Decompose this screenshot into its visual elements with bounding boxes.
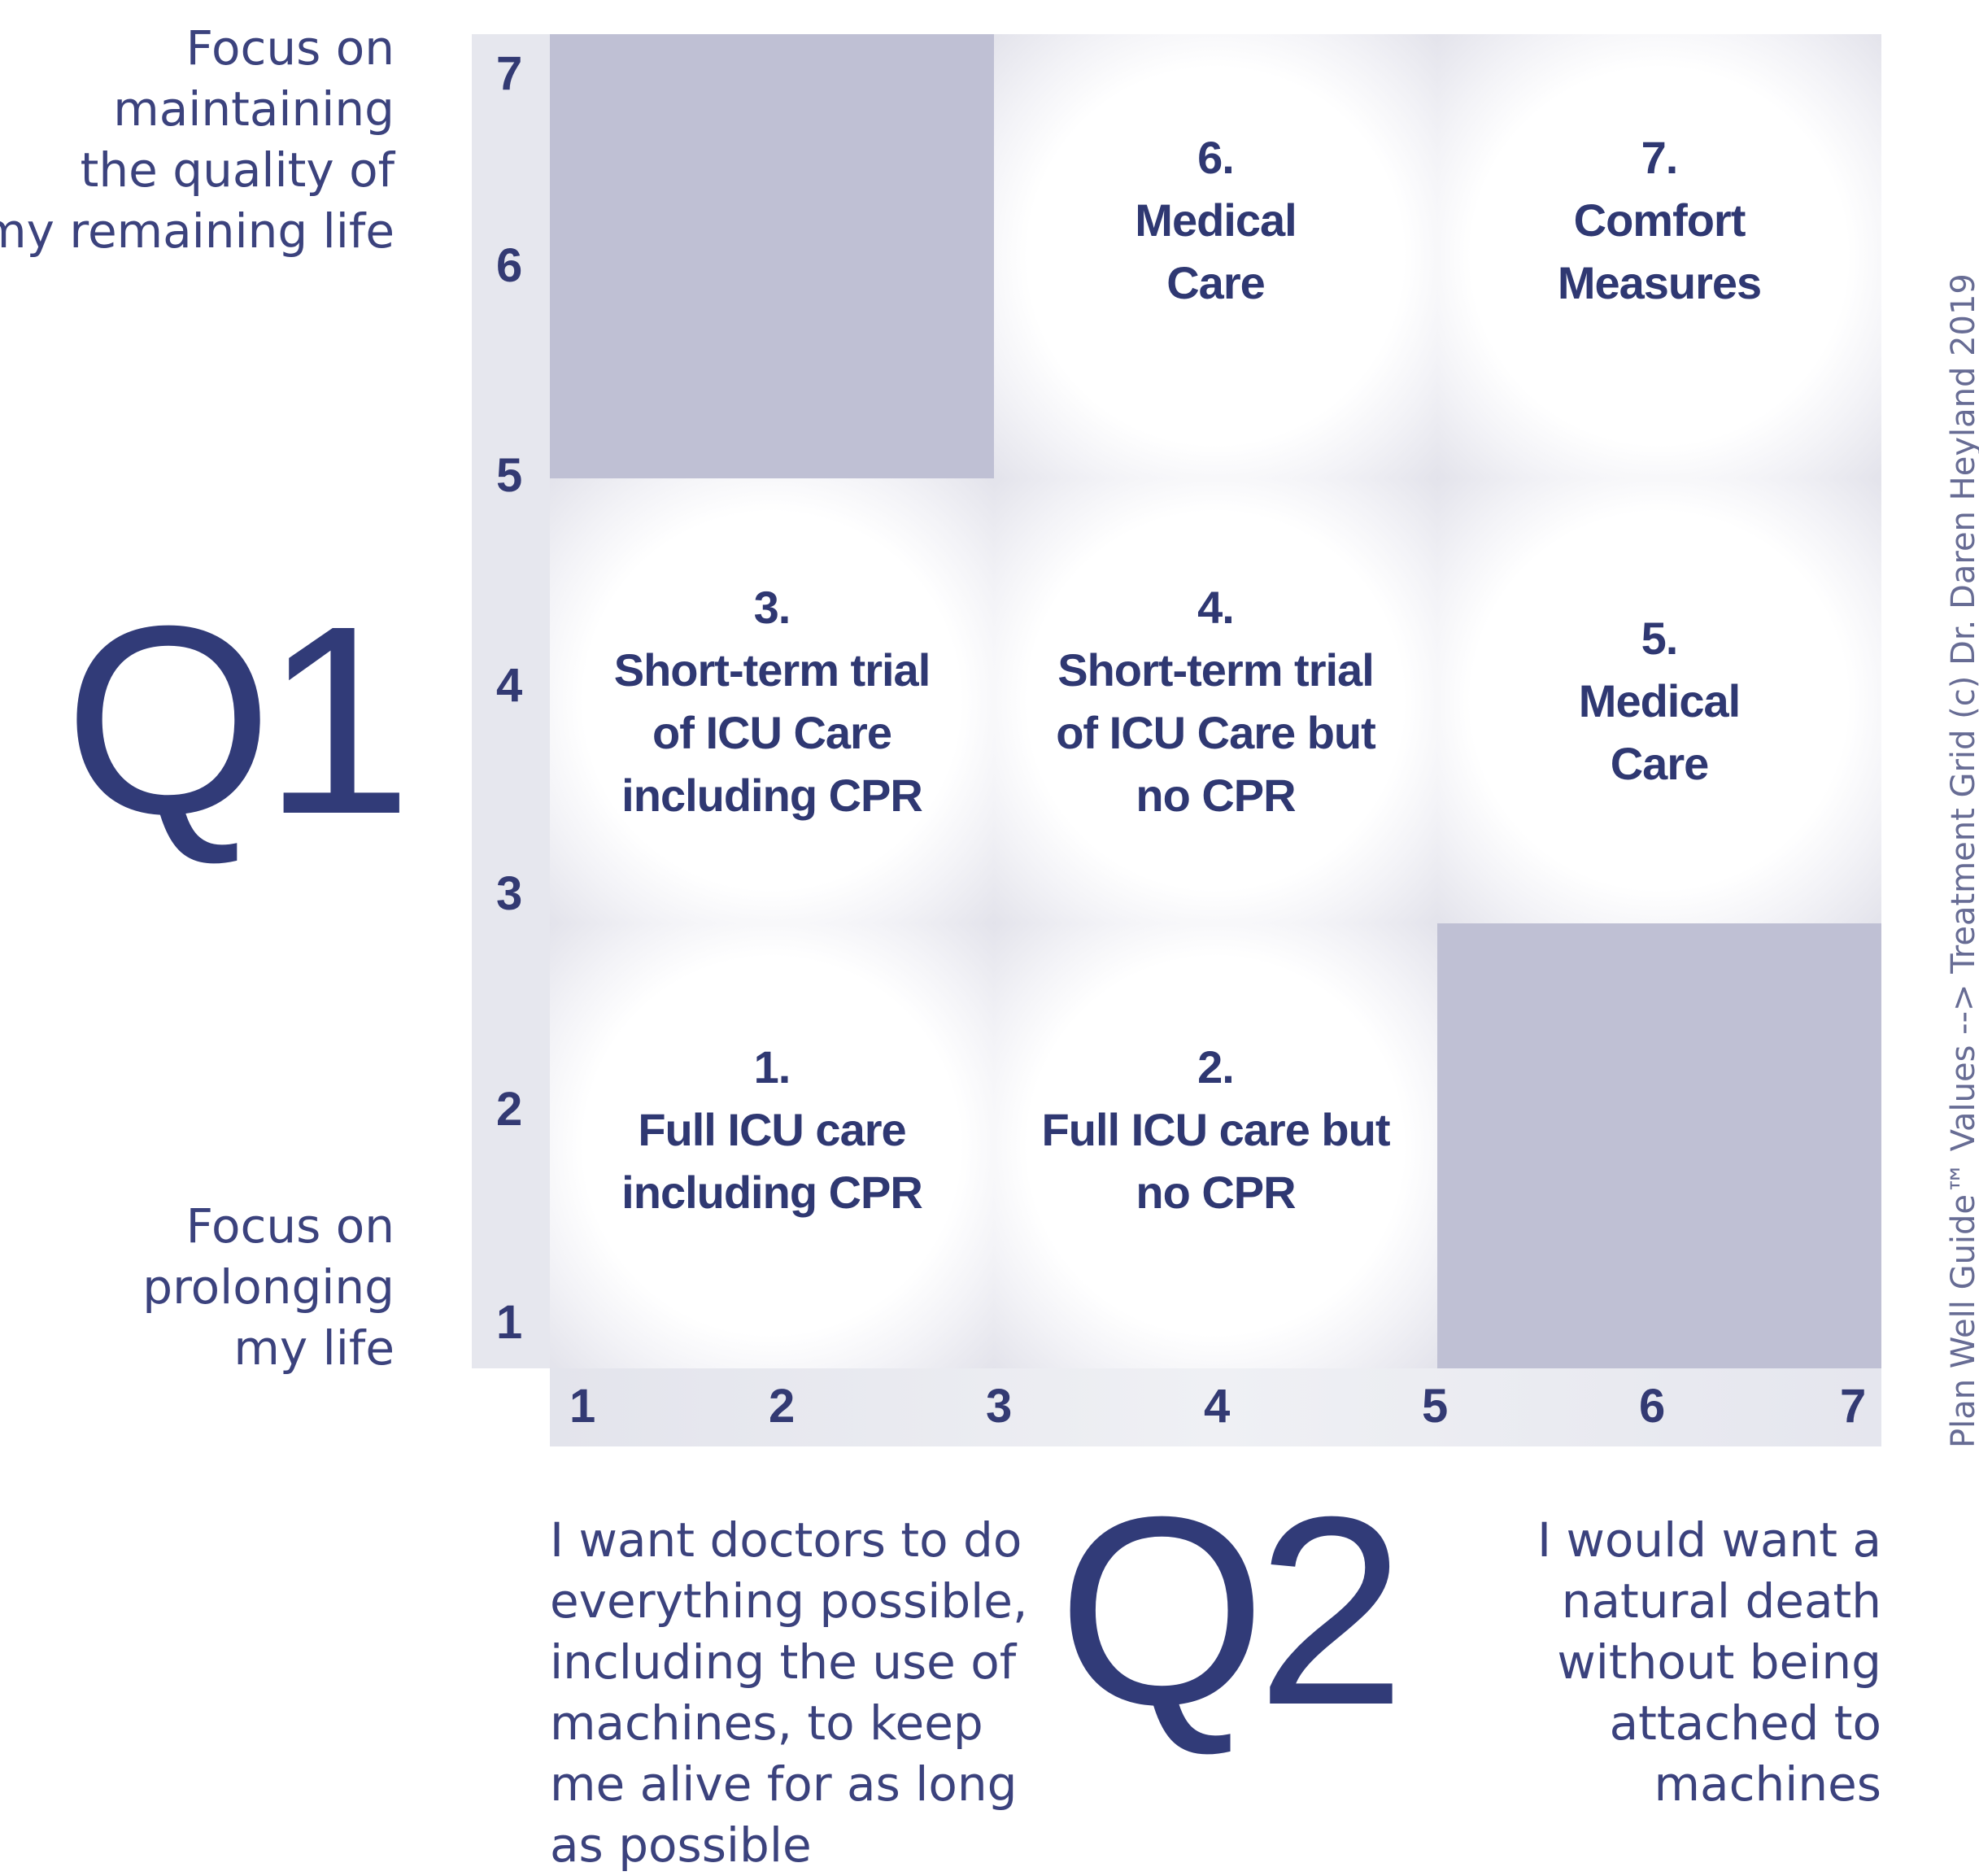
grid-cell-2-full-icu-no-cpr: 2. Full ICU care but no CPR <box>994 923 1437 1368</box>
y-tick-1: 1 <box>496 1296 523 1349</box>
grid-cell-6-medical-care: 6. Medical Care <box>994 34 1437 478</box>
y-tick-3: 3 <box>496 867 523 920</box>
q1-title: Q1 <box>63 569 412 870</box>
x-tick-2: 2 <box>769 1380 796 1433</box>
y-tick-7: 7 <box>496 47 523 100</box>
y-tick-6: 6 <box>496 239 523 292</box>
credit-text: Plan Well Guide™ Values --> Treatment Gr… <box>1945 273 1979 1448</box>
y-axis-top-label: Focus on maintaining the quality of my r… <box>0 20 394 259</box>
treatment-grid: 6. Medical Care 7. Comfort Measures 3. S… <box>550 34 1881 1368</box>
x-tick-1: 1 <box>569 1380 596 1433</box>
grid-cell-3-short-term-trial-cpr: 3. Short-term trial of ICU Care includin… <box>550 478 994 923</box>
x-tick-4: 4 <box>1204 1380 1231 1433</box>
x-tick-7: 7 <box>1840 1380 1867 1433</box>
grid-cell-shaded-top-left <box>550 34 994 478</box>
y-tick-5: 5 <box>496 449 523 502</box>
x-tick-3: 3 <box>986 1380 1013 1433</box>
y-tick-2: 2 <box>496 1083 523 1136</box>
y-axis-bottom-label: Focus on prolonging my life <box>142 1198 394 1376</box>
x-tick-6: 6 <box>1639 1380 1666 1433</box>
grid-cell-5-medical-care: 5. Medical Care <box>1437 478 1881 923</box>
x-axis-right-label: I would want a natural death without bei… <box>1537 1512 1881 1812</box>
x-axis-band <box>550 1368 1881 1446</box>
grid-cell-4-short-term-trial-no-cpr: 4. Short-term trial of ICU Care but no C… <box>994 478 1437 923</box>
grid-cell-1-full-icu-cpr: 1. Full ICU care including CPR <box>550 923 994 1368</box>
x-axis-left-label: I want doctors to do everything possible… <box>550 1512 1028 1873</box>
grid-cell-7-comfort-measures: 7. Comfort Measures <box>1437 34 1881 478</box>
grid-cell-shaded-bottom-right <box>1437 923 1881 1368</box>
y-axis-band <box>472 34 550 1368</box>
x-tick-5: 5 <box>1422 1380 1449 1433</box>
y-tick-4: 4 <box>496 659 523 712</box>
q2-title: Q2 <box>1057 1460 1406 1760</box>
